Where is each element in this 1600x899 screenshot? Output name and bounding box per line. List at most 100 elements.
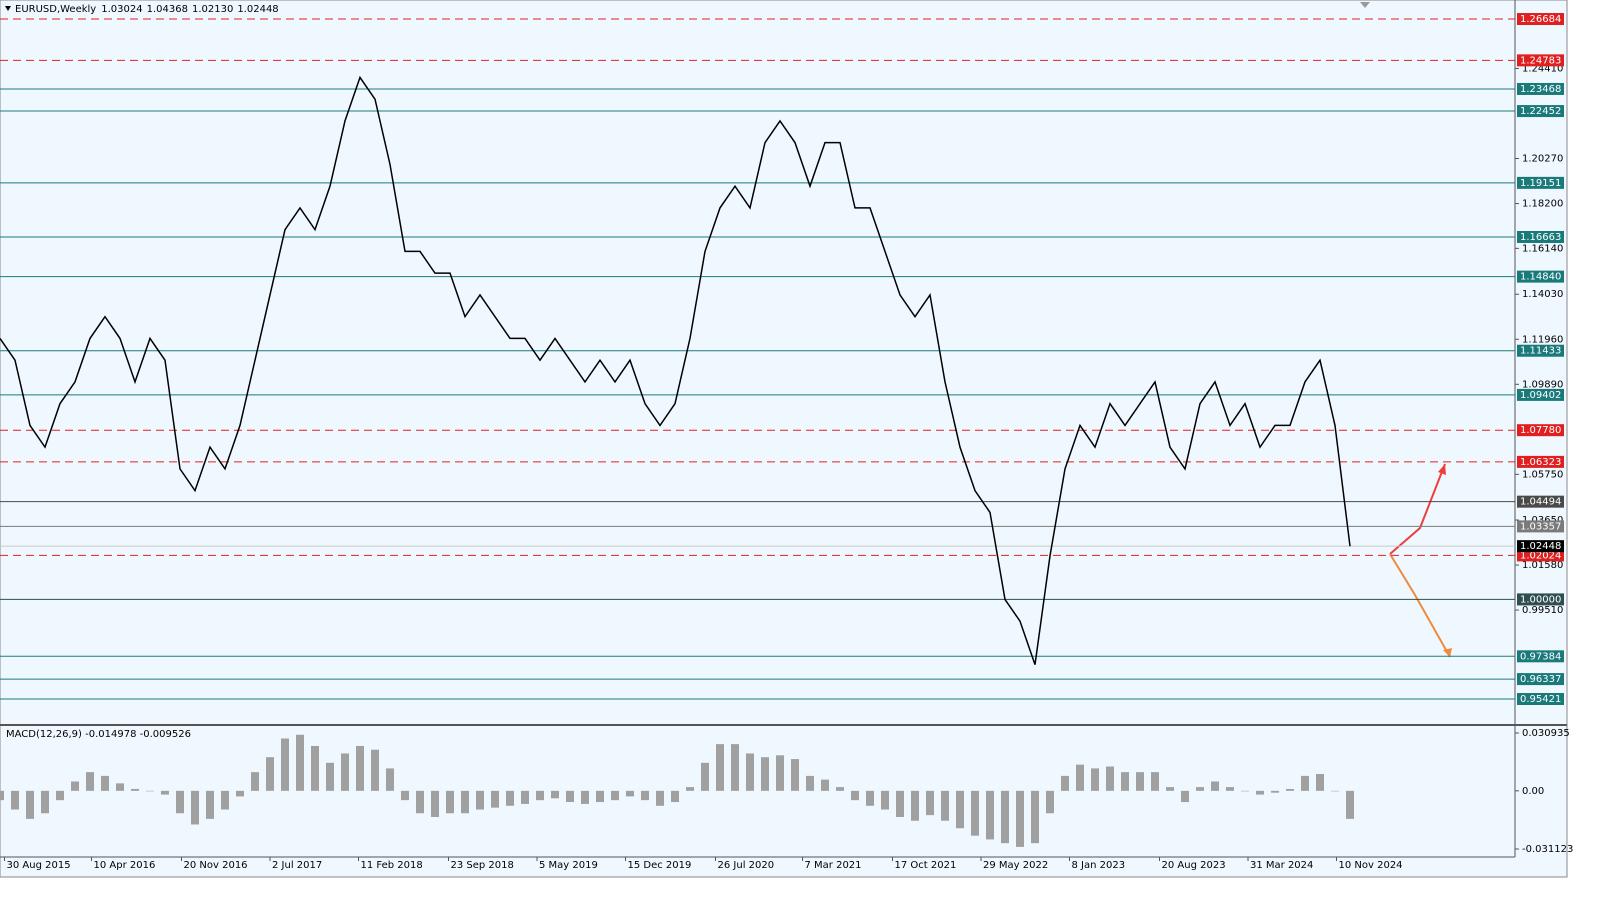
shift-marker [1360, 2, 1370, 8]
macd-bar [656, 790, 664, 806]
level-label-box [1517, 650, 1564, 663]
macd-bar [581, 790, 589, 804]
macd-bar [71, 781, 79, 791]
macd-bar [131, 788, 139, 791]
macd-bar [1346, 790, 1354, 819]
level-label-box [1517, 495, 1564, 508]
macd-bar [1166, 787, 1174, 791]
current-price-box [1517, 540, 1564, 553]
level-label-box [1517, 82, 1564, 95]
current-price-label: 1.02448 [1520, 541, 1561, 552]
macd-bar [1091, 768, 1099, 791]
x-tick-label: 7 Mar 2021 [805, 860, 862, 871]
price-line [0, 75, 1351, 665]
macd-bar [851, 790, 859, 801]
macd-bar [881, 790, 889, 810]
macd-bar [86, 772, 94, 791]
macd-bar [836, 787, 844, 791]
macd-bar [761, 757, 769, 791]
level-label: 0.97384 [1520, 651, 1561, 662]
macd-bar [1196, 787, 1204, 791]
macd-bar [56, 790, 64, 801]
macd-bar [221, 790, 229, 810]
level-label-box [1517, 13, 1564, 26]
symbol-label: EURUSD,Weekly [15, 4, 96, 15]
y-tick-label: 1.11960 [1522, 334, 1563, 345]
level-label: 1.26684 [1520, 14, 1561, 25]
macd-label: MACD(12,26,9) -0.014978 -0.009526 [6, 729, 191, 740]
macd-bar [206, 790, 214, 819]
macd-bar [641, 790, 649, 801]
x-tick-label: 17 Oct 2021 [895, 860, 957, 871]
level-label-box [1517, 549, 1564, 562]
macd-bar [296, 734, 304, 791]
macd-bar [911, 790, 919, 821]
macd-bar [1106, 766, 1114, 791]
ohlc-value: 1.02448 [237, 4, 278, 15]
macd-bar [731, 744, 739, 791]
y-tick-label: 1.14030 [1522, 289, 1563, 300]
macd-bar [1271, 790, 1279, 793]
macd-bar [146, 790, 154, 792]
level-label: 1.00000 [1520, 594, 1561, 605]
macd-bar [791, 759, 799, 791]
x-tick-label: 26 Jul 2020 [718, 860, 775, 871]
level-label-box [1517, 593, 1564, 606]
up-arrow [1389, 463, 1446, 555]
y-tick-label: 1.09890 [1522, 379, 1563, 390]
level-label-box [1517, 344, 1564, 357]
macd-bar [701, 762, 709, 791]
macd-bar [1181, 790, 1189, 803]
macd-bar [101, 775, 109, 791]
macd-bar [116, 783, 124, 791]
macd-bar [1001, 790, 1009, 844]
y-tick-label: 1.20270 [1522, 154, 1563, 165]
macd-bar [521, 790, 529, 804]
macd-bar [926, 790, 934, 816]
macd-bar [41, 790, 49, 814]
macd-bar [956, 790, 964, 829]
level-label-box [1517, 230, 1564, 243]
macd-bar [1031, 790, 1039, 844]
macd-bar [236, 790, 244, 797]
ohlc-value: 1.03024 [101, 4, 142, 15]
up-arrowhead [1438, 464, 1446, 475]
macd-bar [1061, 775, 1069, 791]
macd-bar [176, 790, 184, 814]
y-tick-label: 1.05750 [1522, 469, 1563, 480]
level-label: 1.19151 [1520, 178, 1561, 189]
x-tick-label: 30 Aug 2015 [7, 860, 71, 871]
level-label: 1.02024 [1520, 550, 1561, 561]
macd-bar [1301, 775, 1309, 791]
level-label: 1.03357 [1520, 521, 1561, 532]
level-label: 1.07780 [1520, 425, 1561, 436]
macd-bar [776, 755, 784, 791]
y-tick-label: 1.01580 [1522, 560, 1563, 571]
x-tick-label: 15 Dec 2019 [628, 860, 692, 871]
x-tick-label: 5 May 2019 [539, 860, 598, 871]
macd-bar [1016, 790, 1024, 847]
level-label: 1.16663 [1520, 232, 1561, 243]
level-label: 1.09402 [1520, 390, 1561, 401]
chart-background [0, 0, 1568, 878]
macd-bar [161, 790, 169, 795]
x-tick-label: 20 Nov 2016 [184, 860, 248, 871]
macd-bar [326, 762, 334, 791]
down-arrow [1389, 553, 1451, 658]
macd-bar [551, 790, 559, 799]
macd-bar [986, 790, 994, 840]
macd-bar [251, 772, 259, 791]
level-label-box [1517, 270, 1564, 283]
macd-tick-label: 0.00 [1522, 786, 1544, 797]
macd-bar [821, 779, 829, 791]
macd-bar [896, 790, 904, 817]
level-label: 0.95421 [1520, 694, 1561, 705]
macd-bar [596, 790, 604, 803]
macd-bar [506, 790, 514, 806]
x-tick-label: 8 Jan 2023 [1072, 860, 1126, 871]
macd-bar [1121, 772, 1129, 791]
y-tick-label: 0.99510 [1522, 605, 1563, 616]
menu-triangle [5, 6, 11, 11]
macd-bar [26, 790, 34, 819]
